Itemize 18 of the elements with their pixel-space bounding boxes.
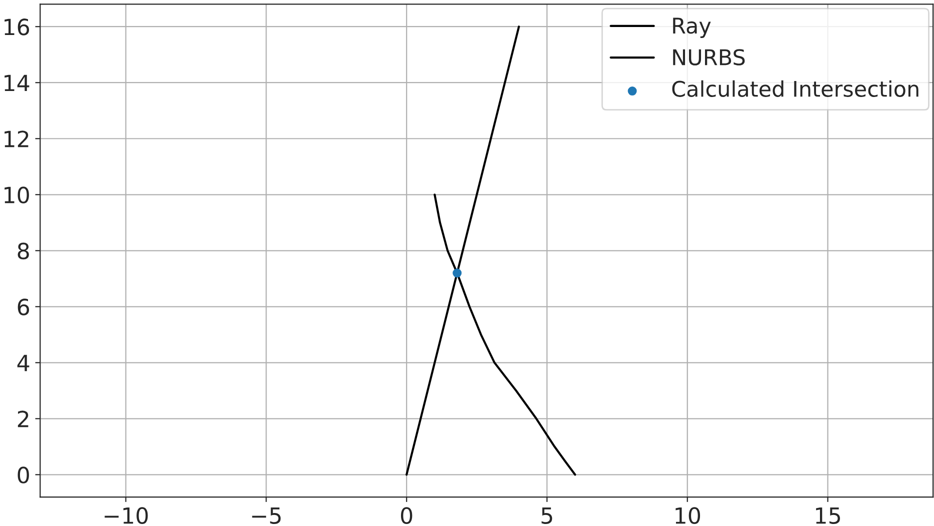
y-tick-label: 8 [18,242,29,260]
y-tick-label: 6 [18,298,30,316]
x-tick-label: 10 [676,507,700,524]
legend-label: NURBS [673,49,745,66]
y-tick-label: 10 [4,186,29,204]
legend-label: Calculated Intersection [672,80,918,97]
y-tick-label: 4 [17,354,30,372]
y-tick-label: 2 [18,410,28,428]
y-tick-label: 14 [4,74,30,92]
y-tick-label: 12 [4,130,28,148]
x-tick-label: −10 [104,507,148,524]
y-tick-label: 16 [4,18,30,36]
x-tick-label: 15 [816,507,840,524]
x-tick-label: 0 [400,507,412,524]
x-tick-label: −5 [252,507,281,524]
y-tick-label: 0 [18,466,29,484]
legend-label: Ray [673,18,711,38]
x-tick-label: 5 [542,507,552,524]
